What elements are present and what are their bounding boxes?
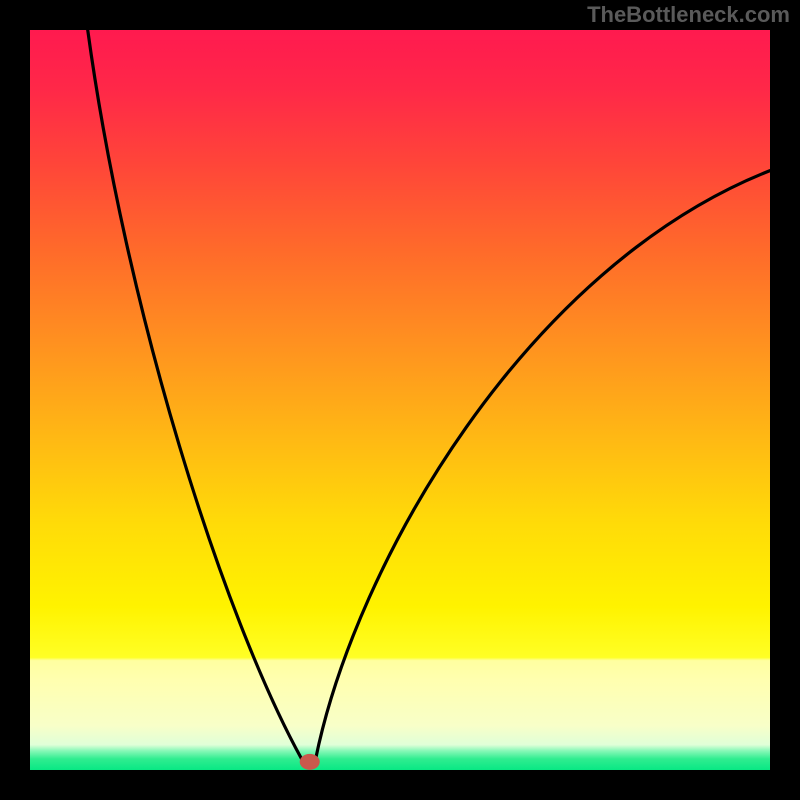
marker-layer xyxy=(0,0,800,800)
watermark-text: TheBottleneck.com xyxy=(587,2,790,28)
bottleneck-chart: TheBottleneck.com xyxy=(0,0,800,800)
